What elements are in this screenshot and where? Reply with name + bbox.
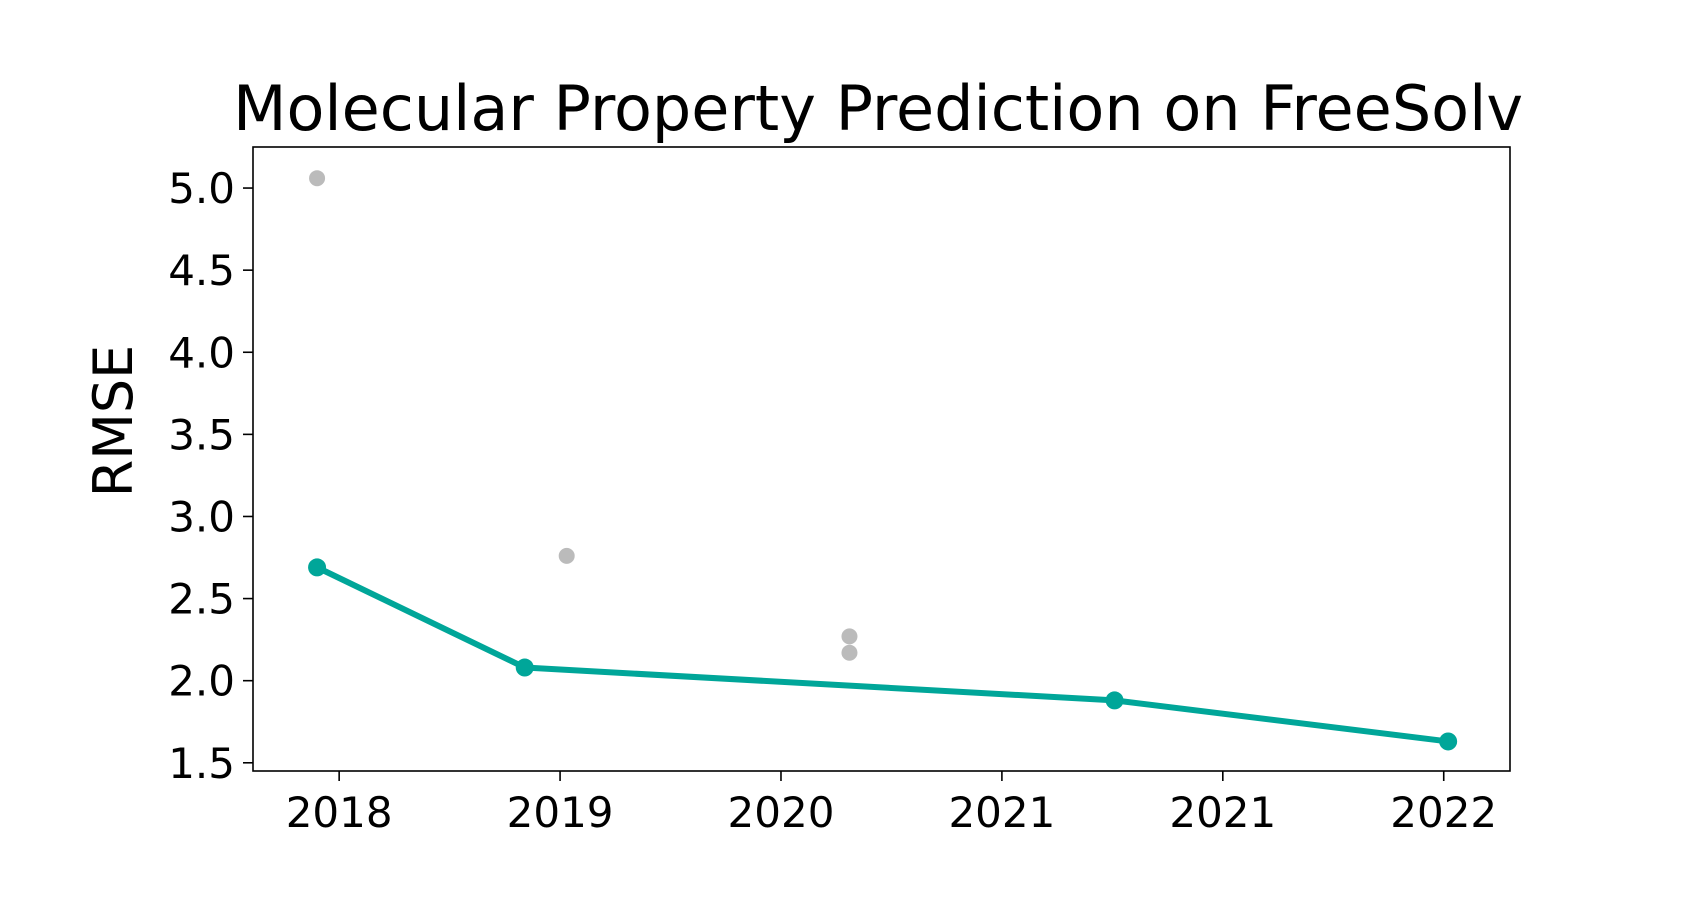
y-tick-label: 4.5 [168,246,235,295]
y-tick-label: 4.0 [168,328,235,377]
plot-area [308,170,1458,751]
x-tick-label: 2022 [1390,788,1497,837]
scatter-point [841,644,858,661]
x-tick-label: 2021 [1169,788,1276,837]
y-axis-ticks: 1.5 2.0 2.5 3.0 3.5 4.0 4.5 5.0 [168,164,253,788]
trend-point [1105,691,1124,710]
x-axis-ticks: 2018 2019 2020 2021 2021 2022 [286,771,1497,837]
y-tick-label: 3.5 [168,410,235,459]
scatter-point [558,547,575,564]
y-tick-label: 2.5 [168,575,235,624]
y-tick-label: 5.0 [168,164,235,213]
y-tick-label: 3.0 [168,492,235,541]
chart-title: Molecular Property Prediction on FreeSol… [233,72,1523,145]
x-tick-label: 2019 [507,788,614,837]
y-tick-label: 2.0 [168,657,235,706]
scatter-point [841,628,858,645]
scatter-point [309,170,326,187]
trend-point [515,658,534,677]
trend-line [314,564,1452,745]
trend-point [308,558,327,577]
y-axis-label: RMSE [82,345,145,498]
y-tick-label: 1.5 [168,739,235,788]
trend-point [1439,732,1458,751]
x-tick-label: 2018 [286,788,393,837]
x-tick-label: 2020 [728,788,835,837]
x-tick-label: 2021 [948,788,1055,837]
plot-frame [252,146,1511,772]
